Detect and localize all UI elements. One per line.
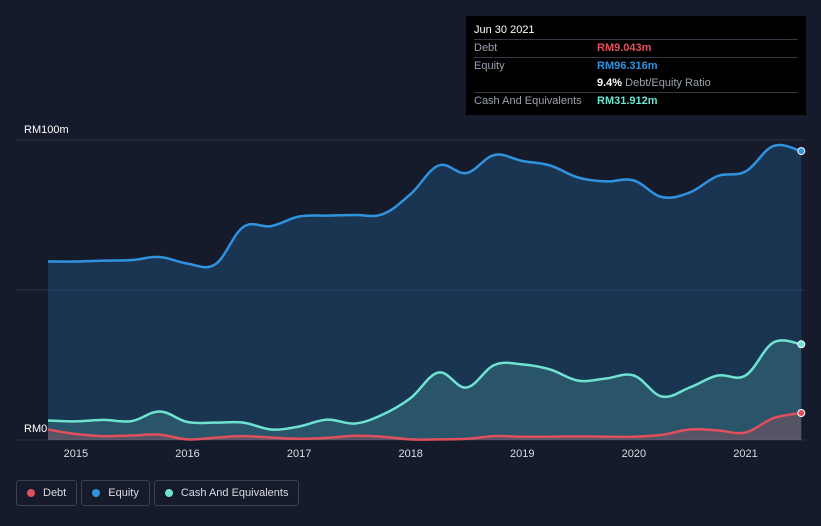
series-lines [47,143,802,441]
cash-dot-icon [164,489,173,497]
x-tick-2016: 2016 [175,448,199,460]
debt-dot-icon [27,489,35,497]
legend-debt-label: Debt [43,487,67,499]
debtline [47,411,802,441]
tooltip-cash-value: RM31.912m [597,95,658,107]
x-tick-2021: 2021 [733,448,757,460]
tooltip-ratio-label: Debt/Equity Ratio [625,77,711,89]
legend-cash-toggle[interactable]: Cash And Equivalents [153,480,300,506]
debtarea [48,413,802,440]
y-axis-bottom-label: RM0 [24,423,47,435]
legend-equity-toggle[interactable]: Equity [81,480,150,506]
legend-debt-toggle[interactable]: Debt [16,480,78,506]
series-endpoints [797,147,806,417]
cash-and-equivalentsline [47,339,802,431]
tooltip-ratio-row: 9.4% Debt/Equity Ratio [474,75,798,92]
tooltip-ratio: 9.4% Debt/Equity Ratio [597,75,711,92]
data-tooltip: Jun 30 2021 Debt RM9.043m Equity RM96.31… [466,16,806,115]
legend-equity-label: Equity [108,487,139,499]
cash-and-equivalentsarea [48,340,802,440]
chart-legend: Debt Equity Cash And Equivalents [16,480,300,506]
equityline [47,143,802,269]
tooltip-ratio-value: 9.4% [597,77,623,89]
tooltip-date: Jun 30 2021 [474,24,535,36]
series-areas [48,145,802,440]
x-tick-2019: 2019 [510,448,534,460]
y-axis-top-label: RM100m [24,124,69,136]
tooltip-equity-row: Equity RM96.316m [474,57,798,75]
equityarea [48,145,802,440]
x-tick-2020: 2020 [622,448,646,460]
equity-dot-icon [92,489,101,497]
legend-cash-label: Cash And Equivalents [180,487,289,499]
tooltip-debt-value: RM9.043m [597,42,652,54]
x-tick-2015: 2015 [64,448,88,460]
tooltip-equity-label: Equity [474,60,505,72]
tooltip-equity-value: RM96.316m [597,60,658,72]
tooltip-cash-label: Cash And Equivalents [474,95,582,107]
tooltip-debt-row: Debt RM9.043m [474,39,798,57]
tooltip-cash-row: Cash And Equivalents RM31.912m [474,92,798,110]
debtendpoint [797,409,806,417]
x-axis-ticks: 2015 2016 2017 2018 2019 2020 2021 [64,448,758,460]
cash-and-equivalentsendpoint [797,340,806,349]
equityendpoint [797,147,806,156]
x-tick-2018: 2018 [398,448,422,460]
tooltip-debt-label: Debt [474,42,498,54]
x-tick-2017: 2017 [287,448,311,460]
